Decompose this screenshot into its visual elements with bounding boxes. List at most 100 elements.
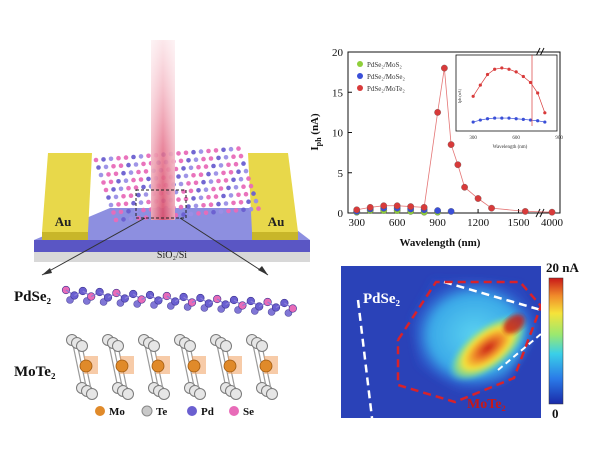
flake-atom bbox=[108, 156, 114, 162]
mote2-mo-atom bbox=[151, 359, 165, 373]
flake-atom bbox=[96, 165, 101, 170]
flake-atom bbox=[108, 179, 114, 185]
flake-atom bbox=[118, 186, 124, 192]
inset-data-point bbox=[521, 117, 525, 121]
flake-atom bbox=[106, 195, 111, 200]
flake-atom bbox=[188, 211, 194, 217]
axis-break bbox=[539, 208, 545, 218]
chart-ylabel: Iph (nA) bbox=[309, 113, 323, 151]
flake-atom bbox=[186, 181, 191, 186]
inset-data-point bbox=[514, 117, 518, 121]
legend-marker-mose2 bbox=[357, 73, 363, 79]
flake-atom bbox=[241, 161, 246, 166]
inset-data-point bbox=[478, 118, 482, 122]
flake-atom bbox=[228, 170, 234, 175]
flake-atom bbox=[198, 149, 204, 154]
data-point bbox=[434, 109, 441, 116]
map-mote2-boundary bbox=[396, 280, 541, 404]
mote2-te-atom bbox=[256, 340, 268, 352]
flake-atom bbox=[233, 161, 239, 167]
flake-atom bbox=[128, 216, 134, 222]
legend-marker-mos2 bbox=[357, 61, 363, 67]
flake-atom bbox=[123, 155, 129, 160]
flake-atom bbox=[231, 200, 236, 206]
flake-atom bbox=[213, 148, 219, 153]
mote2-mo-atom bbox=[115, 359, 129, 373]
flake-atom bbox=[221, 147, 226, 153]
data-point bbox=[454, 161, 462, 169]
inset-data-point bbox=[493, 67, 497, 71]
device-schematic: SiO₂/Si Au Au bbox=[34, 40, 310, 276]
flake-atom bbox=[138, 177, 144, 182]
flake-atom bbox=[136, 169, 141, 175]
flake-atom bbox=[183, 173, 189, 179]
flake-atom bbox=[176, 174, 181, 179]
flake-atom bbox=[126, 209, 131, 214]
mote2-mo-atom bbox=[259, 359, 273, 373]
flake-atom bbox=[111, 164, 116, 169]
electrode-right-label: Au bbox=[268, 214, 285, 229]
flake-atom bbox=[238, 200, 244, 205]
flake-atom bbox=[226, 162, 231, 168]
flake-atom bbox=[228, 146, 234, 152]
data-point bbox=[441, 64, 448, 72]
map-label-mote2: MoTe₂ bbox=[467, 397, 506, 412]
flake-atom bbox=[231, 177, 236, 183]
flake-atom bbox=[183, 196, 189, 202]
inset-data-point bbox=[471, 94, 475, 98]
flake-atom bbox=[208, 156, 214, 161]
mote2-mo-atom bbox=[79, 359, 93, 373]
mote2-te-atom bbox=[76, 340, 88, 352]
flake-atom bbox=[176, 151, 181, 156]
flake-atom bbox=[203, 187, 209, 192]
electrode-left-label: Au bbox=[55, 214, 72, 229]
inset-data-point bbox=[543, 120, 547, 124]
inset-series bbox=[471, 55, 547, 126]
data-point bbox=[366, 204, 374, 211]
flake-atom bbox=[113, 194, 119, 200]
data-point bbox=[420, 204, 428, 211]
inset-data-point bbox=[528, 80, 533, 85]
colorbar bbox=[548, 277, 564, 405]
legend-atom-se-label: Se bbox=[243, 406, 254, 418]
inset-x-tick-label: 300 bbox=[469, 136, 477, 141]
inset-data-point bbox=[543, 111, 547, 115]
mote2-te-atom bbox=[194, 388, 206, 400]
inset-data-point bbox=[485, 72, 490, 77]
flake-atom bbox=[108, 202, 114, 208]
flake-atom bbox=[248, 206, 254, 212]
legend-marker-mote2 bbox=[357, 85, 363, 91]
data-point bbox=[521, 208, 529, 215]
flake-atom bbox=[226, 185, 231, 191]
pdse2-atom bbox=[112, 288, 121, 298]
chart-legend: PdSe₂/MoS₂ PdSe₂/MoSe₂ PdSe₂/MoTe₂ bbox=[357, 61, 406, 93]
flake-atom bbox=[223, 201, 229, 206]
substrate-label: SiO₂/Si bbox=[157, 250, 187, 261]
flake-atom bbox=[221, 193, 226, 199]
data-point bbox=[447, 208, 455, 215]
flake-atom bbox=[203, 210, 209, 216]
flake-atom bbox=[191, 196, 196, 201]
chart-xlabel: Wavelength (nm) bbox=[400, 237, 481, 249]
flake-atom bbox=[231, 154, 236, 159]
flake-atom bbox=[201, 179, 206, 185]
electrode-left-top bbox=[42, 153, 92, 232]
pdse2-label: PdSe₂ bbox=[14, 289, 52, 305]
flake-atom bbox=[116, 179, 121, 184]
data-point bbox=[488, 204, 495, 212]
inset-ticks: 300 600 900 bbox=[469, 136, 563, 141]
flake-atom bbox=[146, 153, 151, 159]
inset-data-point bbox=[528, 118, 533, 122]
flake-atom bbox=[178, 181, 184, 187]
flake-atom bbox=[206, 194, 211, 200]
flake-atom bbox=[208, 179, 214, 184]
flake-atom bbox=[143, 169, 149, 174]
legend-atom-mo-marker bbox=[95, 406, 105, 416]
flake-atom bbox=[186, 204, 191, 209]
flake-atom bbox=[178, 158, 184, 164]
inset-data-point bbox=[536, 119, 540, 123]
flake-atom bbox=[248, 183, 254, 189]
pdse2-atom bbox=[288, 304, 297, 313]
flake-atom bbox=[213, 171, 219, 176]
inset-x-tick-label: 900 bbox=[555, 136, 563, 141]
